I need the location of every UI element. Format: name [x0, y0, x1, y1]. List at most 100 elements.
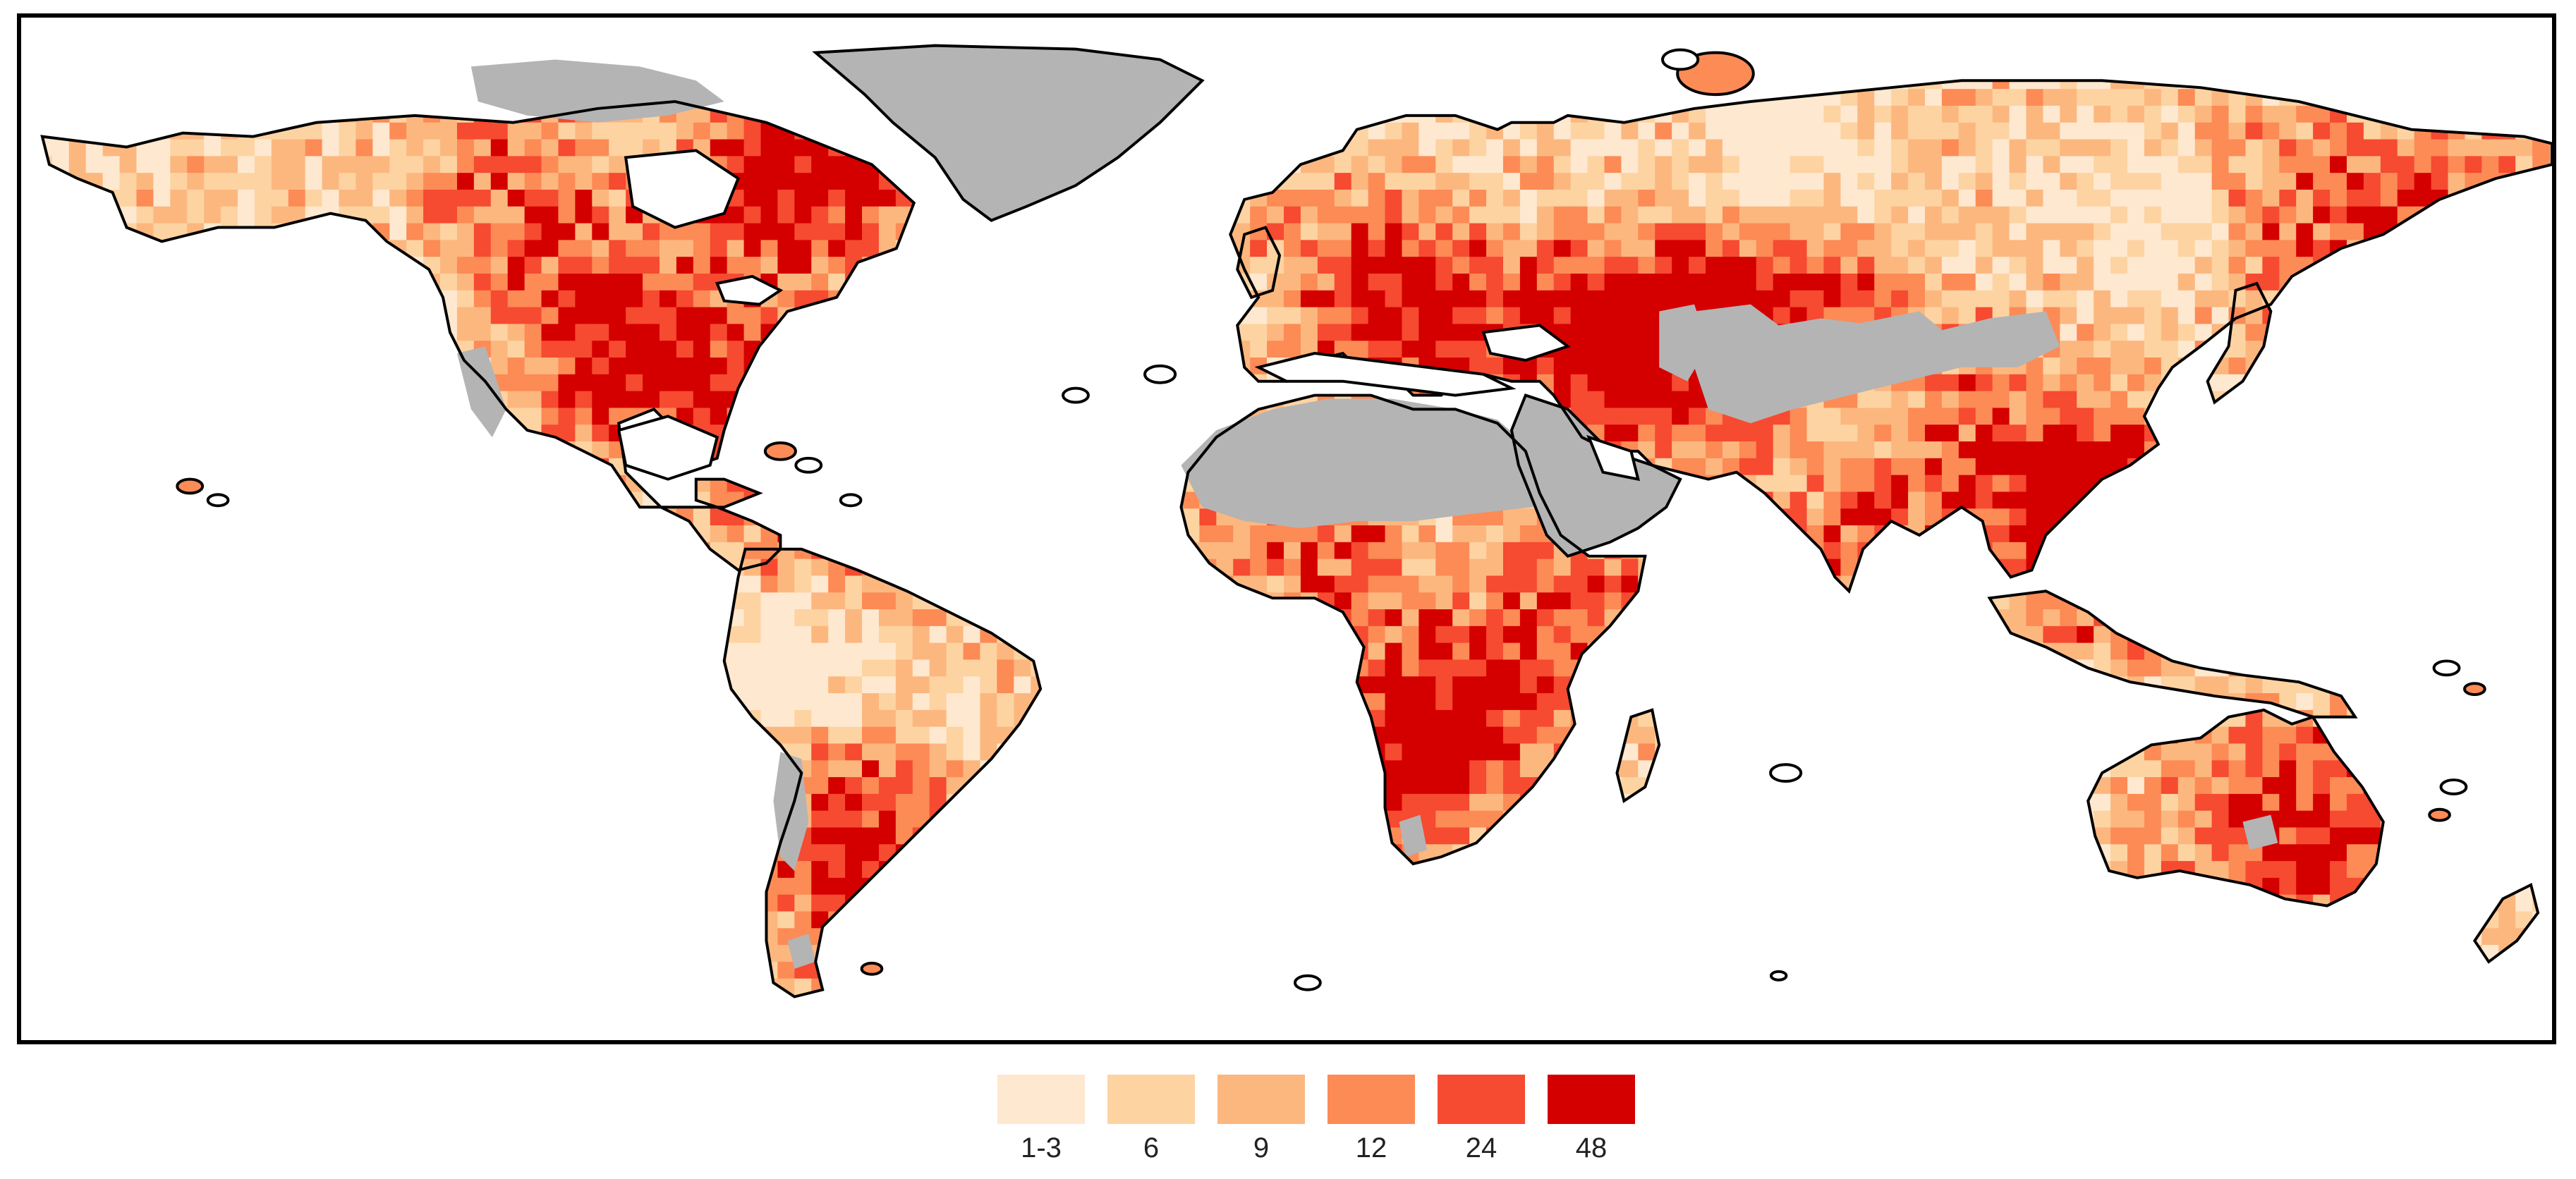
grid-cell — [2110, 206, 2129, 224]
grid-cell — [1924, 391, 1943, 409]
grid-cell — [1722, 508, 1740, 527]
grid-cell — [659, 341, 677, 359]
grid-cell — [1031, 525, 1049, 543]
grid-cell — [743, 575, 762, 594]
grid-cell — [1553, 273, 1572, 291]
grid-cell — [288, 189, 306, 207]
grid-cell — [1031, 374, 1049, 392]
grid-cell — [440, 592, 458, 611]
grid-cell — [895, 525, 913, 543]
grid-cell — [339, 122, 357, 140]
grid-cell — [2498, 89, 2517, 106]
grid-cell — [794, 45, 813, 56]
grid-cell — [1098, 508, 1116, 527]
grid-cell — [102, 324, 121, 342]
grid-cell — [1672, 408, 1690, 426]
grid-cell — [1756, 508, 1774, 527]
grid-cell — [1131, 491, 1150, 510]
grid-cell — [288, 324, 306, 342]
grid-cell — [2110, 508, 2129, 527]
grid-cell — [1031, 441, 1049, 459]
grid-cell — [288, 89, 306, 106]
grid-cell — [456, 240, 475, 258]
grid-cell — [2346, 139, 2364, 157]
grid-cell — [1992, 139, 2010, 157]
grid-cell — [1638, 424, 1656, 443]
grid-cell — [1300, 45, 1318, 56]
grid-cell — [777, 491, 796, 510]
grid-cell — [2414, 307, 2432, 325]
grid-cell — [2110, 173, 2129, 190]
grid-cell — [288, 374, 306, 392]
grid-cell — [372, 575, 391, 594]
grid-cell — [980, 424, 998, 443]
grid-cell — [2245, 206, 2264, 224]
grid-cell — [372, 105, 391, 123]
grid-cell — [440, 525, 458, 543]
grid-cell — [2177, 508, 2196, 527]
grid-cell — [2228, 206, 2247, 224]
grid-cell — [2397, 290, 2415, 308]
grid-cell — [237, 45, 255, 56]
grid-cell — [1502, 45, 1521, 56]
grid-cell — [490, 223, 509, 241]
grid-cell — [2448, 542, 2466, 560]
grid-cell — [322, 525, 340, 543]
grid-cell — [221, 424, 238, 443]
grid-cell — [2077, 206, 2095, 224]
grid-cell — [1452, 525, 1471, 543]
grid-cell — [1655, 290, 1673, 308]
grid-cell — [1098, 424, 1116, 443]
grid-cell — [1182, 189, 1201, 207]
grid-cell — [626, 122, 644, 140]
grid-cell — [878, 307, 897, 325]
grid-cell — [1655, 391, 1673, 409]
grid-cell — [2465, 575, 2483, 594]
grid-cell — [643, 290, 660, 308]
grid-cell — [1958, 391, 1976, 409]
grid-cell — [2194, 408, 2213, 426]
grid-cell — [2532, 408, 2551, 426]
grid-cell — [2346, 475, 2364, 493]
grid-cell — [136, 122, 154, 140]
grid-cell — [2177, 558, 2196, 577]
grid-cell — [912, 408, 930, 426]
grid-cell — [2532, 173, 2551, 190]
grid-cell — [1114, 542, 1133, 560]
grid-cell — [1435, 45, 1454, 56]
grid-cell — [963, 475, 981, 493]
grid-cell — [575, 491, 593, 510]
grid-cell — [42, 491, 53, 510]
grid-cell — [1486, 307, 1504, 325]
grid-cell — [2330, 441, 2347, 459]
grid-cell — [2144, 257, 2162, 274]
grid-cell — [1014, 424, 1032, 443]
grid-cell — [1806, 491, 1825, 510]
grid-cell — [423, 391, 442, 409]
grid-cell — [1924, 273, 1943, 291]
grid-cell — [2060, 156, 2078, 174]
grid-cell — [693, 558, 711, 577]
grid-cell — [878, 458, 897, 476]
grid-cell — [912, 558, 930, 577]
grid-cell — [946, 424, 964, 443]
grid-cell — [2397, 156, 2415, 174]
grid-cell — [2228, 558, 2247, 577]
grid-cell — [1655, 441, 1673, 459]
grid-cell — [1790, 223, 1808, 241]
grid-cell — [862, 173, 880, 190]
grid-cell — [592, 122, 610, 140]
grid-cell — [2060, 89, 2078, 106]
grid-cell — [2414, 55, 2432, 73]
grid-cell — [541, 374, 559, 392]
grid-cell — [2279, 575, 2297, 594]
grid-cell — [2448, 55, 2466, 73]
grid-cell — [1924, 223, 1943, 241]
grid-cell — [406, 358, 425, 375]
grid-cell — [288, 173, 306, 190]
grid-cell — [153, 156, 171, 174]
grid-cell — [507, 122, 525, 140]
grid-cell — [2380, 341, 2398, 359]
grid-cell — [2363, 374, 2381, 392]
grid-cell — [2228, 290, 2247, 308]
